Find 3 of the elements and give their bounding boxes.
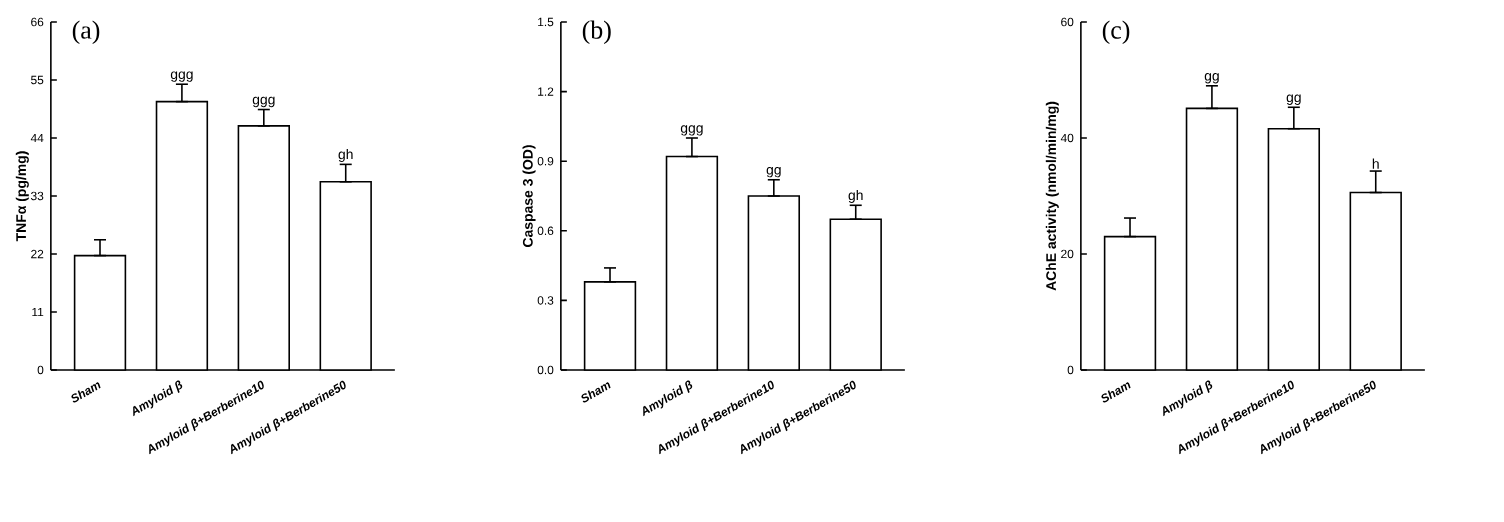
chart-title: (a) bbox=[72, 20, 100, 45]
chart-title: (c) bbox=[1102, 20, 1130, 45]
chart-title: (b) bbox=[582, 20, 611, 45]
